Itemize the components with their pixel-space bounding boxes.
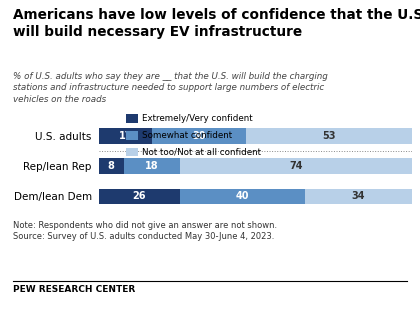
Text: 18: 18 (145, 161, 159, 171)
Bar (99, 189, 180, 204)
Text: Not too/Not at all confident: Not too/Not at all confident (142, 148, 261, 156)
Bar (180, 158, 412, 174)
Text: 26: 26 (133, 191, 146, 201)
Bar (180, 189, 305, 204)
Bar (99, 158, 124, 174)
Text: 53: 53 (322, 131, 336, 141)
Bar (305, 189, 412, 204)
Bar (152, 128, 246, 144)
Text: 8: 8 (108, 161, 115, 171)
Text: 74: 74 (289, 161, 302, 171)
Bar (246, 128, 412, 144)
Text: Note: Respondents who did not give an answer are not shown.: Note: Respondents who did not give an an… (13, 221, 277, 230)
Text: 34: 34 (352, 191, 365, 201)
Bar (124, 158, 180, 174)
Text: Americans have low levels of confidence that the U.S.
will build necessary EV in: Americans have low levels of confidence … (13, 8, 420, 39)
Bar (99, 128, 152, 144)
Text: 40: 40 (236, 191, 249, 201)
Text: Source: Survey of U.S. adults conducted May 30-June 4, 2023.: Source: Survey of U.S. adults conducted … (13, 232, 274, 241)
Text: % of U.S. adults who say they are __ that the U.S. will build the charging
stati: % of U.S. adults who say they are __ tha… (13, 72, 327, 104)
Text: 17: 17 (118, 131, 132, 141)
Text: Extremely/Very confident: Extremely/Very confident (142, 114, 252, 123)
Text: PEW RESEARCH CENTER: PEW RESEARCH CENTER (13, 285, 135, 294)
Text: Somewhat confident: Somewhat confident (142, 131, 232, 140)
Text: 30: 30 (192, 131, 205, 141)
